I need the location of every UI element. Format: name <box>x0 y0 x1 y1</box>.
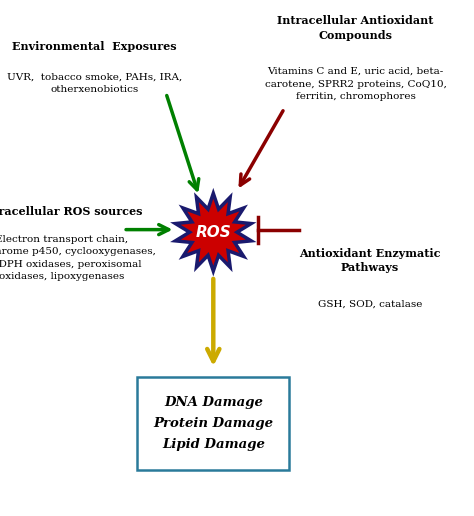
Text: DNA Damage
Protein Damage
Lipid Damage: DNA Damage Protein Damage Lipid Damage <box>153 396 273 450</box>
Text: Electron transport chain,
cytochrome p450, cyclooxygenases,
NADPH oxidases, pero: Electron transport chain, cytochrome p45… <box>0 235 156 281</box>
Text: Environmental  Exposures: Environmental Exposures <box>12 41 177 52</box>
Text: UVR,  tobacco smoke, PAHs, IRA,
otherxenobiotics: UVR, tobacco smoke, PAHs, IRA, otherxeno… <box>7 72 182 94</box>
FancyBboxPatch shape <box>137 377 289 470</box>
Text: ROS: ROS <box>195 224 231 240</box>
Text: Intracellular Antioxidant
Compounds: Intracellular Antioxidant Compounds <box>277 15 434 41</box>
Text: Intracellular ROS sources: Intracellular ROS sources <box>0 206 143 217</box>
Text: GSH, SOD, catalase: GSH, SOD, catalase <box>318 299 422 308</box>
Polygon shape <box>175 194 251 271</box>
Text: Vitamins C and E, uric acid, beta-
carotene, SPRR2 proteins, CoQ10,
ferritin, ch: Vitamins C and E, uric acid, beta- carot… <box>264 67 447 101</box>
Text: Antioxidant Enzymatic
Pathways: Antioxidant Enzymatic Pathways <box>299 248 440 273</box>
